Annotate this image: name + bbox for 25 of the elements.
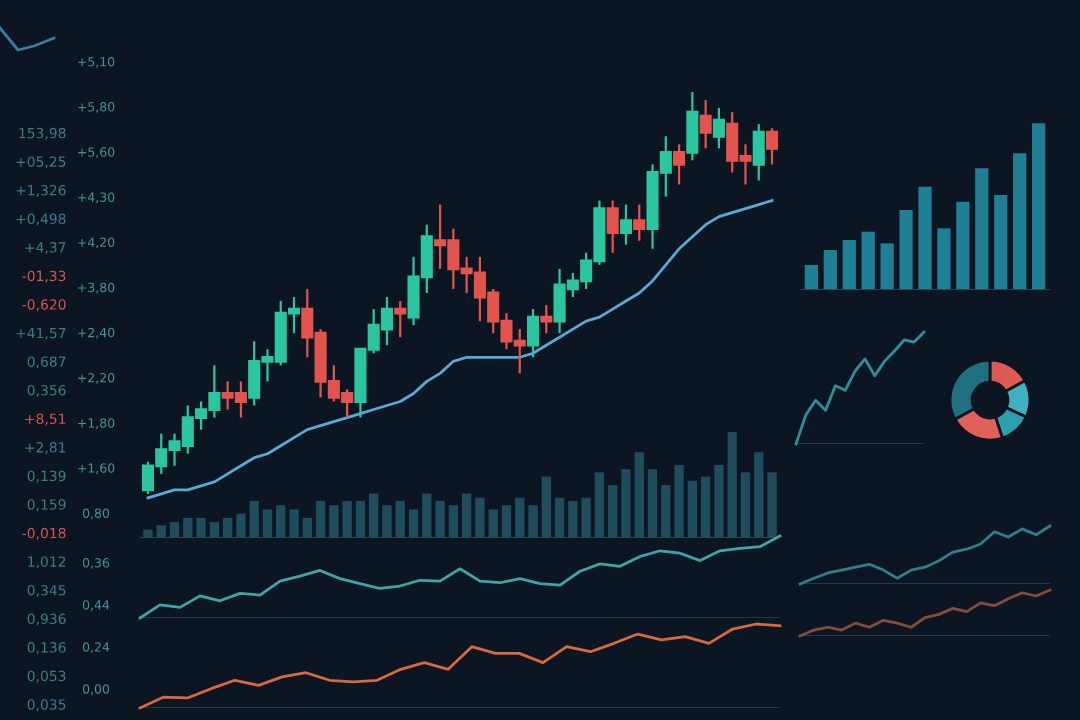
bar — [918, 186, 932, 290]
bar — [899, 210, 913, 290]
candlestick — [766, 127, 779, 166]
candlestick — [686, 90, 699, 162]
bar — [861, 231, 875, 290]
bar — [804, 265, 818, 290]
bar — [994, 195, 1008, 290]
candlestick — [633, 203, 646, 242]
bar — [975, 168, 989, 290]
candlestick — [712, 107, 725, 150]
candlestick — [752, 123, 765, 182]
bar — [1032, 123, 1046, 290]
bar — [937, 228, 951, 290]
bar — [842, 240, 856, 290]
candlestick — [540, 303, 553, 335]
bar — [956, 201, 970, 290]
candlestick — [394, 299, 407, 339]
bar — [880, 243, 894, 290]
candlestick — [606, 199, 619, 254]
candlestick — [673, 143, 686, 186]
candlestick — [699, 98, 712, 150]
bar — [1013, 153, 1027, 290]
candlestick — [619, 203, 633, 246]
bar — [823, 250, 837, 290]
candlestick — [526, 307, 540, 359]
